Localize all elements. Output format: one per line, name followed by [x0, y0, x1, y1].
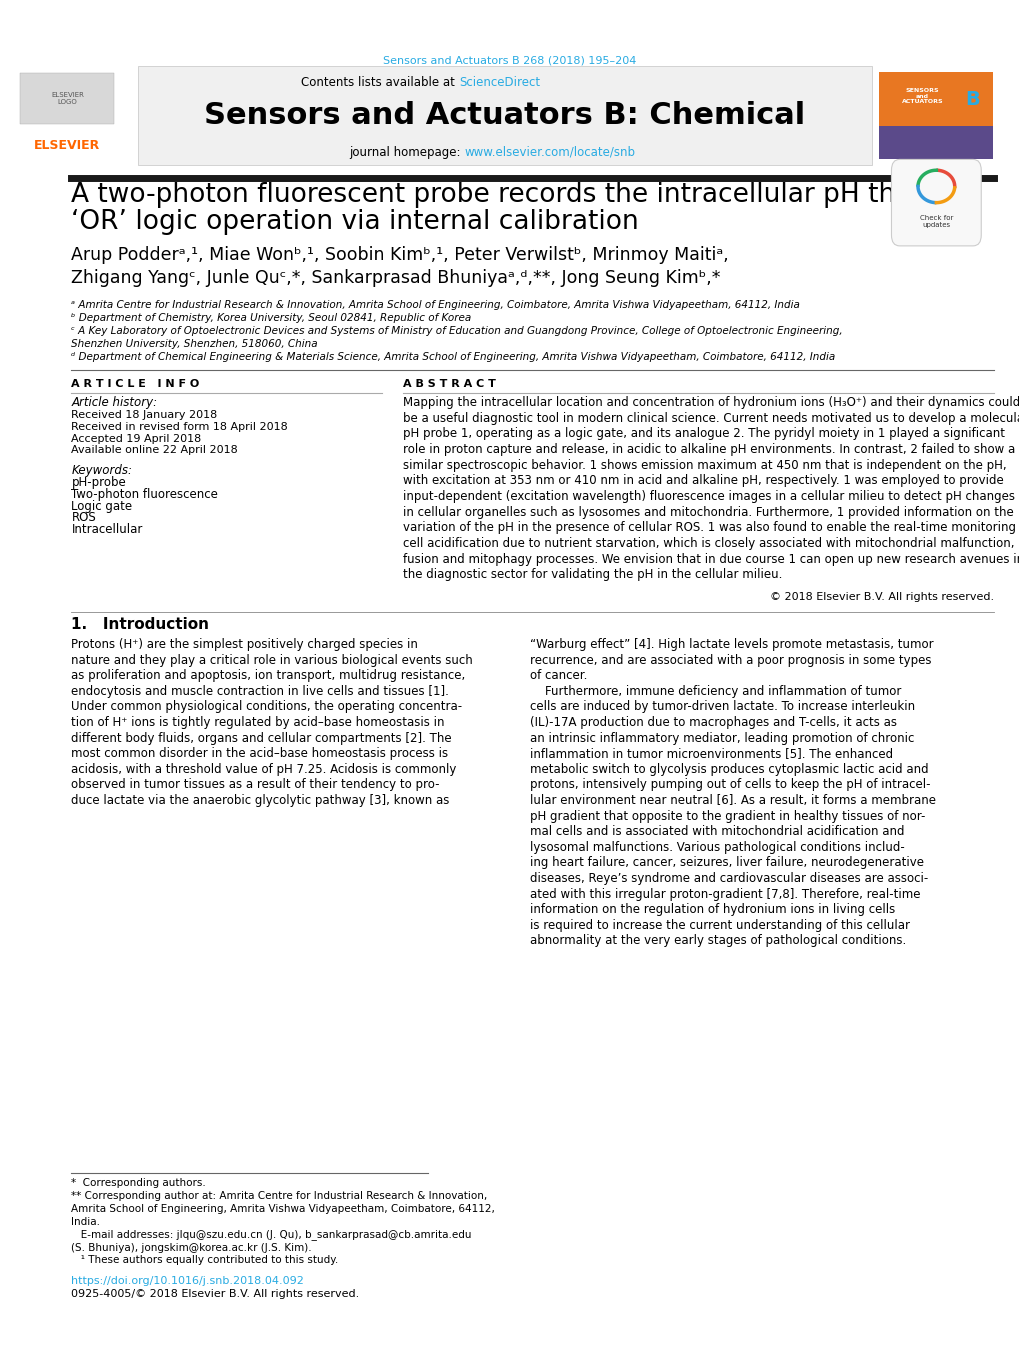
Text: cells are induced by tumor-driven lactate. To increase interleukin: cells are induced by tumor-driven lactat…: [530, 700, 915, 713]
Text: SENSORS
and
ACTUATORS: SENSORS and ACTUATORS: [901, 88, 943, 104]
Text: Furthermore, immune deficiency and inflammation of tumor: Furthermore, immune deficiency and infla…: [530, 685, 901, 697]
Text: ing heart failure, cancer, seizures, liver failure, neurodegenerative: ing heart failure, cancer, seizures, liv…: [530, 857, 923, 870]
Text: Sensors and Actuators B: Chemical: Sensors and Actuators B: Chemical: [204, 101, 805, 130]
Text: role in proton capture and release, in acidic to alkaline pH environments. In co: role in proton capture and release, in a…: [403, 443, 1014, 457]
Text: variation of the pH in the presence of cellular ROS. 1 was also found to enable : variation of the pH in the presence of c…: [403, 521, 1019, 535]
Bar: [878, 126, 993, 159]
Text: B: B: [965, 91, 979, 109]
Text: Article history:: Article history:: [71, 396, 157, 409]
Text: (IL)-17A production due to macrophages and T-cells, it acts as: (IL)-17A production due to macrophages a…: [530, 716, 897, 730]
Text: recurrence, and are associated with a poor prognosis in some types: recurrence, and are associated with a po…: [530, 654, 931, 666]
Text: A two-photon fluorescent probe records the intracellular pH through: A two-photon fluorescent probe records t…: [71, 181, 971, 208]
Bar: [878, 72, 993, 159]
Text: 0925-4005/© 2018 Elsevier B.V. All rights reserved.: 0925-4005/© 2018 Elsevier B.V. All right…: [71, 1289, 360, 1300]
Text: India.: India.: [71, 1217, 100, 1227]
Text: *  Corresponding authors.: * Corresponding authors.: [71, 1178, 206, 1189]
Text: Two-photon fluorescence: Two-photon fluorescence: [71, 488, 218, 501]
Text: ** Corresponding author at: Amrita Centre for Industrial Research & Innovation,: ** Corresponding author at: Amrita Centr…: [71, 1192, 487, 1201]
Text: observed in tumor tissues as a result of their tendency to pro-: observed in tumor tissues as a result of…: [71, 778, 439, 792]
Text: Protons (H⁺) are the simplest positively charged species in: Protons (H⁺) are the simplest positively…: [71, 638, 418, 651]
Text: pH gradient that opposite to the gradient in healthy tissues of nor-: pH gradient that opposite to the gradien…: [530, 809, 925, 823]
Text: ¹ These authors equally contributed to this study.: ¹ These authors equally contributed to t…: [71, 1255, 338, 1266]
Bar: [138, 66, 871, 165]
Text: A B S T R A C T: A B S T R A C T: [403, 378, 495, 389]
Text: Under common physiological conditions, the operating concentra-: Under common physiological conditions, t…: [71, 700, 462, 713]
Text: in cellular organelles such as lysosomes and mitochondria. Furthermore, 1 provid: in cellular organelles such as lysosomes…: [403, 505, 1013, 519]
Text: https://doi.org/10.1016/j.snb.2018.04.092: https://doi.org/10.1016/j.snb.2018.04.09…: [71, 1275, 304, 1286]
Text: A R T I C L E   I N F O: A R T I C L E I N F O: [71, 378, 200, 389]
Text: Contents lists available at: Contents lists available at: [301, 77, 459, 89]
Text: mal cells and is associated with mitochondrial acidification and: mal cells and is associated with mitocho…: [530, 825, 904, 838]
Text: Intracellular: Intracellular: [71, 523, 143, 536]
Text: © 2018 Elsevier B.V. All rights reserved.: © 2018 Elsevier B.V. All rights reserved…: [769, 592, 994, 603]
Text: abnormality at the very early stages of pathological conditions.: abnormality at the very early stages of …: [530, 935, 906, 947]
Text: ELSEVIER
LOGO: ELSEVIER LOGO: [51, 92, 84, 105]
FancyBboxPatch shape: [891, 159, 980, 246]
Text: cell acidification due to nutrient starvation, which is closely associated with : cell acidification due to nutrient starv…: [403, 538, 1014, 550]
Text: input-dependent (excitation wavelength) fluorescence images in a cellular milieu: input-dependent (excitation wavelength) …: [403, 490, 1014, 503]
Text: ᶜ A Key Laboratory of Optoelectronic Devices and Systems of Ministry of Educatio: ᶜ A Key Laboratory of Optoelectronic Dev…: [71, 326, 842, 336]
Text: ᵇ Department of Chemistry, Korea University, Seoul 02841, Republic of Korea: ᵇ Department of Chemistry, Korea Univers…: [71, 313, 471, 323]
Text: Amrita School of Engineering, Amrita Vishwa Vidyapeetham, Coimbatore, 64112,: Amrita School of Engineering, Amrita Vis…: [71, 1204, 495, 1215]
Text: Zhigang Yangᶜ, Junle Quᶜ,*, Sankarprasad Bhuniyaᵃ,ᵈ,**, Jong Seung Kimᵇ,*: Zhigang Yangᶜ, Junle Quᶜ,*, Sankarprasad…: [71, 269, 720, 288]
Text: 1.   Introduction: 1. Introduction: [71, 616, 209, 632]
Text: most common disorder in the acid–base homeostasis process is: most common disorder in the acid–base ho…: [71, 747, 448, 761]
Text: Available online 22 April 2018: Available online 22 April 2018: [71, 446, 237, 455]
Text: similar spectroscopic behavior. 1 shows emission maximum at 450 nm that is indep: similar spectroscopic behavior. 1 shows …: [403, 459, 1006, 471]
Text: protons, intensively pumping out of cells to keep the pH of intracel-: protons, intensively pumping out of cell…: [530, 778, 930, 792]
Text: Logic gate: Logic gate: [71, 500, 132, 512]
Text: ELSEVIER: ELSEVIER: [35, 139, 100, 153]
Text: ated with this irregular proton-gradient [7,8]. Therefore, real-time: ated with this irregular proton-gradient…: [530, 888, 920, 901]
Text: E-mail addresses: jlqu@szu.edu.cn (J. Qu), b_sankarprasad@cb.amrita.edu: E-mail addresses: jlqu@szu.edu.cn (J. Qu…: [71, 1229, 472, 1240]
Text: metabolic switch to glycolysis produces cytoplasmic lactic acid and: metabolic switch to glycolysis produces …: [530, 763, 928, 775]
Text: fusion and mitophagy processes. We envision that in due course 1 can open up new: fusion and mitophagy processes. We envis…: [403, 553, 1019, 566]
Text: ScienceDirect: ScienceDirect: [459, 77, 540, 89]
Bar: [20, 73, 114, 124]
Text: as proliferation and apoptosis, ion transport, multidrug resistance,: as proliferation and apoptosis, ion tran…: [71, 669, 466, 682]
Text: nature and they play a critical role in various biological events such: nature and they play a critical role in …: [71, 654, 473, 666]
Text: ᵃ Amrita Centre for Industrial Research & Innovation, Amrita School of Engineeri: ᵃ Amrita Centre for Industrial Research …: [71, 300, 800, 311]
Text: www.elsevier.com/locate/snb: www.elsevier.com/locate/snb: [464, 146, 635, 158]
Text: inflammation in tumor microenvironments [5]. The enhanced: inflammation in tumor microenvironments …: [530, 747, 893, 761]
Text: ‘OR’ logic operation via internal calibration: ‘OR’ logic operation via internal calibr…: [71, 208, 639, 235]
Text: Mapping the intracellular location and concentration of hydronium ions (H₃O⁺) an: Mapping the intracellular location and c…: [403, 396, 1019, 409]
Text: be a useful diagnostic tool in modern clinical science. Current needs motivated : be a useful diagnostic tool in modern cl…: [403, 412, 1019, 424]
Text: Shenzhen University, Shenzhen, 518060, China: Shenzhen University, Shenzhen, 518060, C…: [71, 339, 318, 349]
Text: lysosomal malfunctions. Various pathological conditions includ-: lysosomal malfunctions. Various patholog…: [530, 840, 904, 854]
Text: Sensors and Actuators B 268 (2018) 195–204: Sensors and Actuators B 268 (2018) 195–2…: [383, 55, 636, 66]
Text: “Warburg effect” [4]. High lactate levels promote metastasis, tumor: “Warburg effect” [4]. High lactate level…: [530, 638, 933, 651]
Text: diseases, Reye’s syndrome and cardiovascular diseases are associ-: diseases, Reye’s syndrome and cardiovasc…: [530, 871, 927, 885]
Text: acidosis, with a threshold value of pH 7.25. Acidosis is commonly: acidosis, with a threshold value of pH 7…: [71, 763, 457, 775]
Text: duce lactate via the anaerobic glycolytic pathway [3], known as: duce lactate via the anaerobic glycolyti…: [71, 794, 449, 807]
Text: Arup Podderᵃ,¹, Miae Wonᵇ,¹, Soobin Kimᵇ,¹, Peter Verwilstᵇ, Mrinmoy Maitiᵃ,: Arup Podderᵃ,¹, Miae Wonᵇ,¹, Soobin Kimᵇ…: [71, 246, 729, 265]
Text: different body fluids, organs and cellular compartments [2]. The: different body fluids, organs and cellul…: [71, 731, 451, 744]
Text: endocytosis and muscle contraction in live cells and tissues [1].: endocytosis and muscle contraction in li…: [71, 685, 448, 697]
Text: an intrinsic inflammatory mediator, leading promotion of chronic: an intrinsic inflammatory mediator, lead…: [530, 731, 914, 744]
Text: Keywords:: Keywords:: [71, 463, 132, 477]
Text: ROS: ROS: [71, 512, 96, 524]
Text: pH-probe: pH-probe: [71, 476, 126, 489]
Text: Received in revised form 18 April 2018: Received in revised form 18 April 2018: [71, 422, 288, 432]
Text: lular environment near neutral [6]. As a result, it forms a membrane: lular environment near neutral [6]. As a…: [530, 794, 935, 807]
Text: is required to increase the current understanding of this cellular: is required to increase the current unde…: [530, 919, 910, 932]
Text: information on the regulation of hydronium ions in living cells: information on the regulation of hydroni…: [530, 904, 895, 916]
Text: tion of H⁺ ions is tightly regulated by acid–base homeostasis in: tion of H⁺ ions is tightly regulated by …: [71, 716, 444, 730]
Text: Accepted 19 April 2018: Accepted 19 April 2018: [71, 434, 202, 443]
Text: ᵈ Department of Chemical Engineering & Materials Science, Amrita School of Engin: ᵈ Department of Chemical Engineering & M…: [71, 351, 835, 362]
Text: with excitation at 353 nm or 410 nm in acid and alkaline pH, respectively. 1 was: with excitation at 353 nm or 410 nm in a…: [403, 474, 1003, 488]
Text: pH probe 1, operating as a logic gate, and its analogue 2. The pyridyl moiety in: pH probe 1, operating as a logic gate, a…: [403, 427, 1004, 440]
Text: Check for
updates: Check for updates: [919, 215, 952, 228]
Text: journal homepage:: journal homepage:: [348, 146, 464, 158]
Text: (S. Bhuniya), jongskim@korea.ac.kr (J.S. Kim).: (S. Bhuniya), jongskim@korea.ac.kr (J.S.…: [71, 1243, 312, 1252]
Text: the diagnostic sector for validating the pH in the cellular milieu.: the diagnostic sector for validating the…: [403, 569, 782, 581]
Text: of cancer.: of cancer.: [530, 669, 587, 682]
Text: Received 18 January 2018: Received 18 January 2018: [71, 409, 217, 420]
